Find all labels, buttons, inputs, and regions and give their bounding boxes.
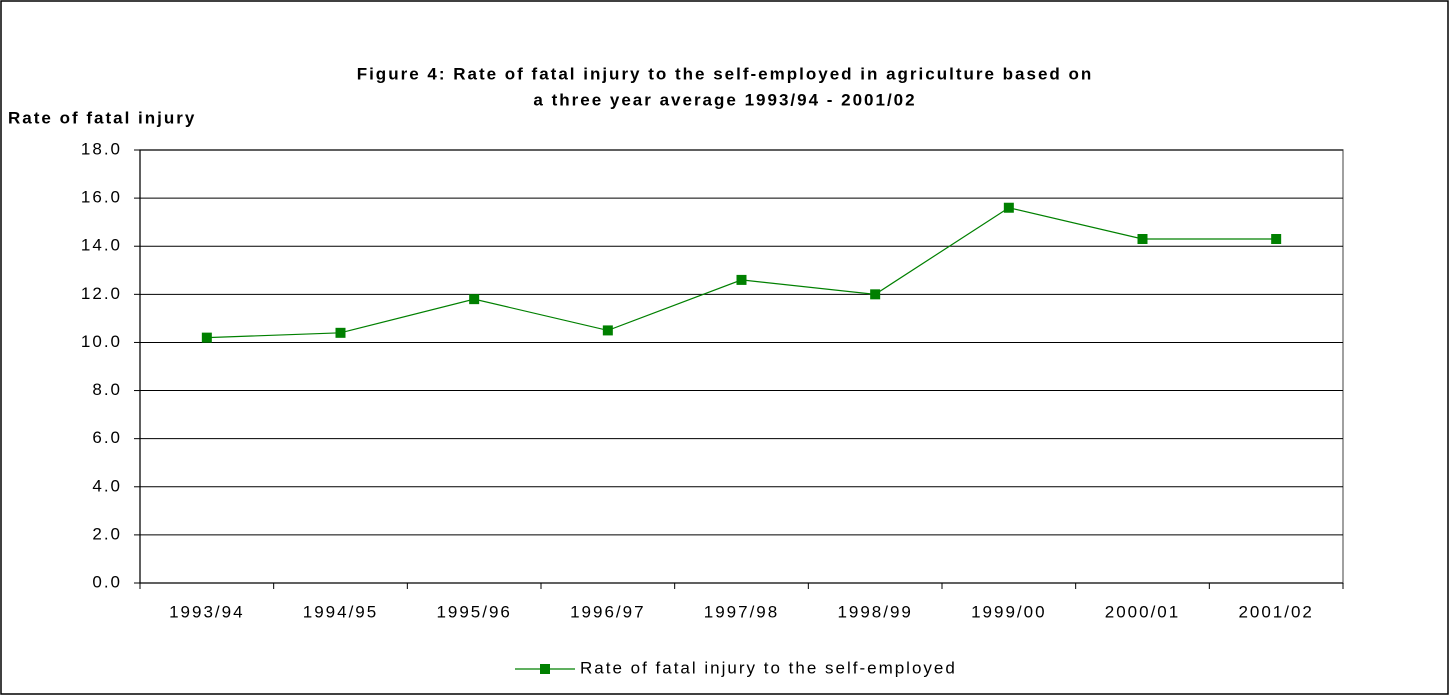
point-marker	[870, 289, 881, 300]
y-tick-label: 2.0	[92, 524, 122, 543]
y-tick-label: 16.0	[81, 188, 122, 207]
x-tick-label: 1994/95	[303, 602, 378, 621]
point-marker	[1003, 202, 1014, 213]
legend-label: Rate of fatal injury to the self-employe…	[580, 658, 957, 677]
x-tick-label: 2000/01	[1105, 602, 1180, 621]
point-marker	[201, 332, 212, 343]
y-tick-label: 0.0	[92, 572, 122, 591]
y-axis-label: Rate of fatal injury	[8, 108, 196, 127]
y-tick-label: 18.0	[81, 139, 122, 158]
x-tick-label: 1997/98	[704, 602, 779, 621]
point-marker	[469, 294, 480, 305]
y-tick-label: 14.0	[81, 236, 122, 255]
legend-marker	[540, 664, 550, 674]
y-tick-label: 4.0	[92, 476, 122, 495]
point-marker	[1271, 234, 1282, 245]
x-tick-label: 1998/99	[837, 602, 912, 621]
point-marker	[335, 327, 346, 338]
point-marker	[602, 325, 613, 336]
chart-title: a three year average 1993/94 - 2001/02	[533, 90, 916, 109]
y-tick-label: 8.0	[92, 380, 122, 399]
point-marker	[736, 274, 747, 285]
x-tick-label: 1999/00	[971, 602, 1046, 621]
y-tick-label: 12.0	[81, 284, 122, 303]
y-tick-label: 10.0	[81, 332, 122, 351]
x-tick-label: 1995/96	[436, 602, 511, 621]
chart-title: Figure 4: Rate of fatal injury to the se…	[357, 64, 1094, 83]
point-marker	[1137, 234, 1148, 245]
x-tick-label: 2001/02	[1238, 602, 1313, 621]
plot-area	[139, 149, 1344, 584]
x-tick-label: 1996/97	[570, 602, 645, 621]
x-tick-label: 1993/94	[169, 602, 244, 621]
y-tick-label: 6.0	[92, 428, 122, 447]
